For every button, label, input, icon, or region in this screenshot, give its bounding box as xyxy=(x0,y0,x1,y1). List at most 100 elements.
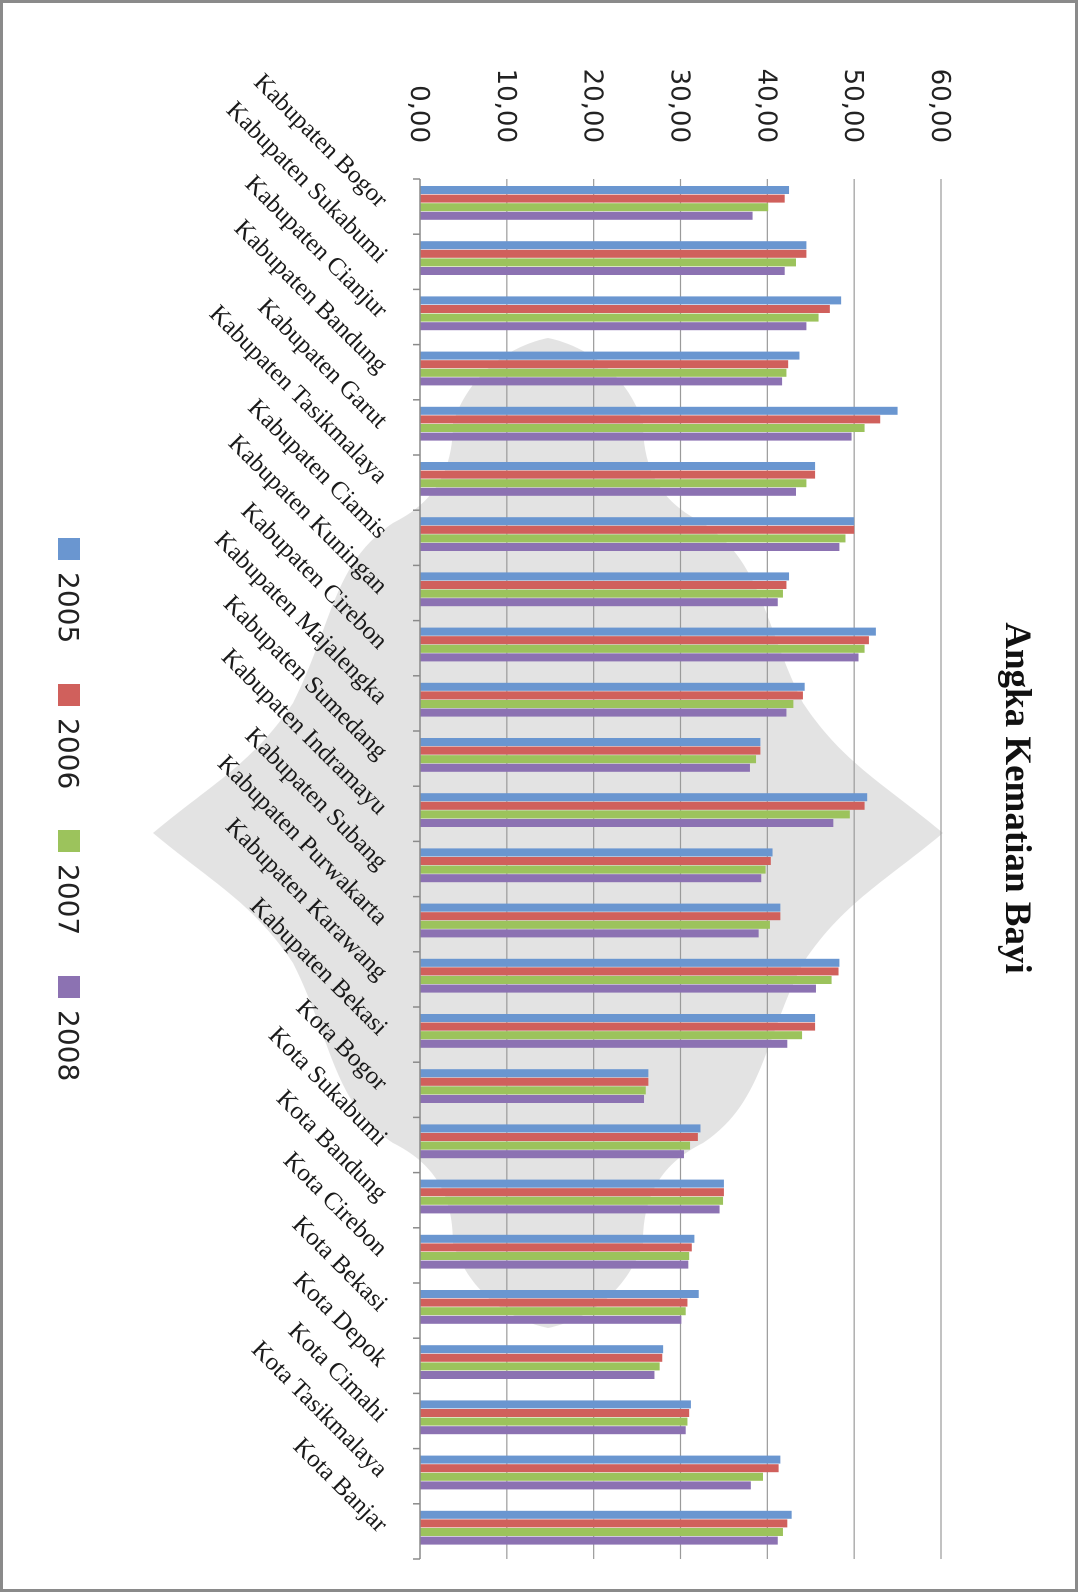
bar-2005-19 xyxy=(420,1234,695,1243)
bar-2008-18 xyxy=(420,1205,720,1214)
bar-2007-8 xyxy=(420,644,865,653)
bar-2007-21 xyxy=(420,1362,660,1371)
bar-2008-1 xyxy=(420,267,785,275)
bar-2006-22 xyxy=(420,1409,690,1417)
bar-2006-8 xyxy=(420,636,869,645)
tick-label: 10,00 xyxy=(491,69,521,143)
bar-2008-15 xyxy=(420,1039,788,1048)
tick-labels: 0,00 10,00 20,00 30,00 40,00 50,00 60,00 xyxy=(404,69,955,143)
bar-2008-24 xyxy=(420,1536,778,1545)
bar-2005-2 xyxy=(420,296,842,305)
bar-2006-14 xyxy=(420,967,839,976)
bar-2007-11 xyxy=(420,810,850,819)
bar-2006-24 xyxy=(420,1519,788,1528)
bar-2005-10 xyxy=(420,738,761,746)
bar-2006-17 xyxy=(420,1133,698,1141)
bar-2008-17 xyxy=(420,1150,684,1159)
bar-2006-4 xyxy=(420,415,881,424)
bar-2005-23 xyxy=(420,1455,781,1464)
bar-2007-19 xyxy=(420,1252,690,1260)
bar-2007-15 xyxy=(420,1031,803,1040)
legend-label-2005: 2005 xyxy=(52,572,85,643)
bar-2006-1 xyxy=(420,249,807,258)
bar-2005-24 xyxy=(420,1510,792,1519)
bar-2008-23 xyxy=(420,1481,751,1490)
bar-2006-15 xyxy=(420,1022,816,1031)
bar-2007-16 xyxy=(420,1086,646,1095)
bar-2007-10 xyxy=(420,755,757,764)
bar-2007-13 xyxy=(420,920,770,929)
chart-title: Angka Kematian Bayi xyxy=(997,622,1038,974)
axis-lines xyxy=(413,178,421,1560)
bar-2005-6 xyxy=(420,517,855,526)
bar-2006-5 xyxy=(420,470,816,479)
bar-2006-16 xyxy=(420,1077,649,1086)
bar-2005-16 xyxy=(420,1069,649,1078)
bar-2005-20 xyxy=(420,1290,699,1298)
bar-2008-8 xyxy=(420,653,859,662)
bar-2008-19 xyxy=(420,1260,689,1269)
bar-2006-0 xyxy=(420,194,785,203)
bar-2008-5 xyxy=(420,487,796,496)
legend-label-2008: 2008 xyxy=(52,1010,85,1081)
bar-2007-9 xyxy=(420,700,794,708)
bar-2007-2 xyxy=(420,313,819,322)
bars-layer xyxy=(420,186,898,1545)
bar-2007-12 xyxy=(420,865,766,874)
tick-label: 20,00 xyxy=(578,69,608,143)
bar-2005-13 xyxy=(420,903,781,912)
bar-2005-21 xyxy=(420,1345,664,1354)
bar-2006-12 xyxy=(420,857,771,865)
legend-swatch-2006 xyxy=(58,684,80,706)
bar-2007-20 xyxy=(420,1307,686,1316)
bar-2008-0 xyxy=(420,211,753,220)
bar-2006-21 xyxy=(420,1353,663,1362)
bar-2005-18 xyxy=(420,1179,724,1188)
bar-2006-18 xyxy=(420,1188,724,1197)
bar-2006-3 xyxy=(420,360,789,369)
bar-2006-20 xyxy=(420,1298,688,1307)
bar-2006-6 xyxy=(420,525,855,534)
bar-2007-6 xyxy=(420,534,846,543)
bar-2008-2 xyxy=(420,322,807,331)
bar-2008-12 xyxy=(420,874,762,883)
bar-2005-17 xyxy=(420,1124,701,1133)
bar-2006-19 xyxy=(420,1243,692,1252)
bar-2007-3 xyxy=(420,368,787,377)
bar-2007-17 xyxy=(420,1141,691,1150)
tick-label: 0,00 xyxy=(404,85,434,143)
bar-2005-22 xyxy=(420,1400,691,1409)
bar-2006-13 xyxy=(420,912,781,921)
bar-2006-9 xyxy=(420,691,803,700)
bar-2005-15 xyxy=(420,1014,816,1022)
bar-2008-14 xyxy=(420,984,816,993)
bar-2008-6 xyxy=(420,543,840,551)
bar-2006-2 xyxy=(420,305,830,313)
bar-2006-10 xyxy=(420,746,761,755)
bar-2007-23 xyxy=(420,1472,763,1481)
legend: 2005 2006 2007 2008 xyxy=(52,538,85,1081)
bar-2007-14 xyxy=(420,976,832,984)
bar-2005-9 xyxy=(420,682,805,691)
bar-2008-21 xyxy=(420,1371,655,1379)
bar-2005-12 xyxy=(420,848,773,857)
bar-2005-1 xyxy=(420,241,807,250)
bar-2008-9 xyxy=(420,708,787,717)
bar-2007-4 xyxy=(420,424,865,432)
bar-2007-5 xyxy=(420,479,807,488)
bar-2006-7 xyxy=(420,581,787,589)
tick-label: 40,00 xyxy=(751,69,781,143)
bar-2008-22 xyxy=(420,1426,686,1435)
legend-label-2007: 2007 xyxy=(52,864,85,935)
bar-2008-4 xyxy=(420,432,852,441)
bar-2007-7 xyxy=(420,589,783,598)
bar-2007-0 xyxy=(420,203,769,212)
bar-2007-24 xyxy=(420,1528,783,1536)
bar-2005-3 xyxy=(420,351,800,360)
tick-label: 50,00 xyxy=(838,69,868,143)
bar-2005-14 xyxy=(420,958,840,967)
bar-2008-3 xyxy=(420,377,783,386)
bar-2008-11 xyxy=(420,819,834,827)
